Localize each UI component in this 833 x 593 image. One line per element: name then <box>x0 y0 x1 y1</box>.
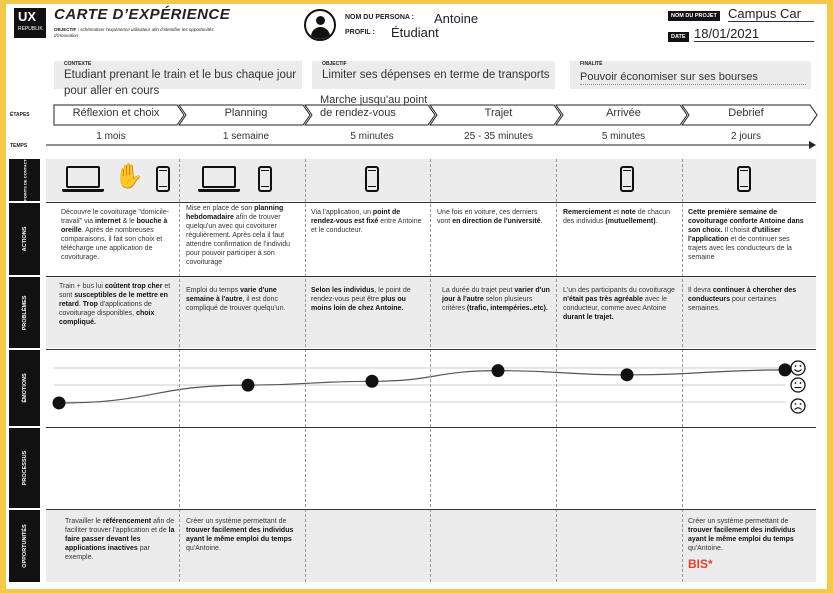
profil-value: Étudiant <box>391 25 439 40</box>
phone-icon <box>620 166 634 192</box>
stage-label-2: Planning <box>224 107 268 119</box>
date-value: 18/01/2021 <box>694 26 814 42</box>
column-divider <box>430 159 431 582</box>
emotion-point-4 <box>491 364 505 378</box>
duration-1: 1 mois <box>96 131 126 142</box>
row-separator <box>46 427 816 428</box>
row-label-processus: PROCESSUS <box>9 428 40 508</box>
persona-avatar-icon <box>304 9 336 41</box>
objectif-desc-label: OBJECTIF : <box>54 27 80 32</box>
opportunity-cell-1: Travailler le référencement afin de faci… <box>65 518 175 561</box>
opportunity-cell-6: Créer un système permettant de trouver f… <box>688 518 796 552</box>
phone-icon <box>365 166 379 192</box>
contexte-label: CONTEXTE <box>64 61 92 67</box>
emotion-point-1 <box>52 396 66 410</box>
action-cell-5: Remerciement et note de chacun des indiv… <box>563 209 671 225</box>
phone-icon <box>156 166 170 192</box>
opportunity-cell-2: Créer un système permettant de trouver f… <box>186 518 294 552</box>
duration-5: 5 minutes <box>601 131 646 142</box>
stage-chevron-2 <box>178 104 311 126</box>
opportunites-row <box>46 510 816 582</box>
column-divider <box>305 159 306 582</box>
objectif-description: OBJECTIF : schématiser l’expérience util… <box>54 27 214 39</box>
stage-label-6: Debrief <box>728 107 764 119</box>
stage-label-1: Réflexion et choix <box>72 107 160 119</box>
contexte-text: Etudiant prenant le train et le bus chaq… <box>64 69 297 97</box>
laptop-icon <box>198 166 240 192</box>
row-label-problemes: PROBLÈMES <box>9 277 40 348</box>
problemes-row <box>46 277 816 348</box>
date-label: DATE <box>668 32 689 42</box>
row-label-actions: ACTIONS <box>9 203 40 275</box>
sad-face-icon <box>790 398 806 414</box>
row-label-opportunites: OPPORTUNITÉS <box>9 510 40 582</box>
duration-4: 25 - 35 minutes <box>464 131 533 142</box>
contexte-box <box>54 61 302 89</box>
laptop-icon <box>62 166 104 192</box>
stage-chevron-1 <box>53 104 185 126</box>
map-graphics <box>46 104 818 414</box>
bis-marker: BIS* <box>688 557 713 571</box>
persona-value: Antoine <box>434 11 479 26</box>
duration-3: 5 minutes <box>350 131 394 142</box>
projet-label: NOM DU PROJET <box>668 11 720 21</box>
objectif-label: OBJECTIF <box>322 61 347 67</box>
phone-icon <box>737 166 751 192</box>
column-divider <box>179 159 180 582</box>
stage-label-3: Marche jusqu'au point de rendez-vous <box>320 94 428 119</box>
emotion-point-5 <box>620 368 634 382</box>
persona-label: NOM DU PERSONA : <box>345 14 414 21</box>
finalite-label: FINALITÉ <box>580 61 603 67</box>
stage-chevron-4 <box>429 104 562 126</box>
stage-label-5: Arrivée <box>606 107 641 119</box>
column-divider <box>556 159 557 582</box>
objectif-desc-text: schématiser l’expérience utilisateur afi… <box>54 27 214 38</box>
objectif-box <box>312 61 555 89</box>
row-separator <box>46 349 816 350</box>
problem-cell-2: Emploi du temps varie d'une semaine à l'… <box>186 287 286 312</box>
points-contact-row <box>46 159 816 201</box>
brand-logo: UX REPUBLIK <box>14 8 46 38</box>
waving-hand-icon: ✋ <box>114 163 144 190</box>
emotion-point-6 <box>778 363 792 377</box>
row-separator <box>46 202 816 203</box>
stage-chevron-6 <box>681 104 818 126</box>
stage-chevron-5 <box>555 104 688 126</box>
happy-face-icon <box>790 360 806 376</box>
action-cell-3: Via l'application, un point de rendez-vo… <box>311 209 422 234</box>
emotion-curve <box>58 369 786 404</box>
emotion-point-2 <box>241 378 255 392</box>
temps-label: TEMPS <box>10 143 28 149</box>
duration-2: 1 semaine <box>222 131 270 142</box>
projet-value: Campus Car <box>728 6 814 22</box>
problem-cell-6: Il devra continuer à chercher des conduc… <box>688 287 797 312</box>
row-label-emotions: ÉMOTIONS <box>9 350 40 426</box>
row-separator <box>46 276 816 277</box>
duration-6: 2 jours <box>730 131 761 142</box>
problem-cell-5: L'un des participants du covoiturage n'é… <box>563 287 675 321</box>
neutral-face-icon <box>790 377 806 393</box>
action-cell-6: Cette première semaine de covoiturage co… <box>688 209 804 261</box>
profil-label: PROFIL : <box>345 29 375 36</box>
emotion-point-3 <box>365 374 379 388</box>
problem-cell-4: La durée du trajet peut varier d'un jour… <box>442 287 550 312</box>
etapes-label: ÉTAPES <box>10 112 30 118</box>
problem-cell-1: Train + bus lui coûtent trop cher et son… <box>59 283 171 326</box>
column-divider <box>682 159 683 582</box>
finalite-text: Pouvoir économiser sur ses bourses <box>580 70 806 85</box>
row-separator <box>46 509 816 510</box>
experience-map-sheet: UX REPUBLIK CARTE D’EXPÉRIENCE OBJECTIF … <box>6 4 827 589</box>
stage-chevron-3 <box>304 104 436 126</box>
stage-label-4: Trajet <box>484 107 513 119</box>
time-axis-arrowhead <box>809 141 816 149</box>
problem-cell-3: Selon les individus, le point de rendez-… <box>311 287 411 312</box>
page-title: CARTE D’EXPÉRIENCE <box>54 6 231 23</box>
action-cell-4: Une fois en voiture, ces derniers vont e… <box>437 209 543 225</box>
row-label-points-contact: POINTS DE CONTACT <box>9 159 40 201</box>
action-cell-2: Mise en place de son planning hebdomadai… <box>186 205 291 266</box>
action-cell-1: Découvre le covoiturage "domicile-travai… <box>61 209 169 261</box>
phone-icon <box>258 166 272 192</box>
objectif-text: Limiter ses dépenses en terme de transpo… <box>322 69 550 81</box>
